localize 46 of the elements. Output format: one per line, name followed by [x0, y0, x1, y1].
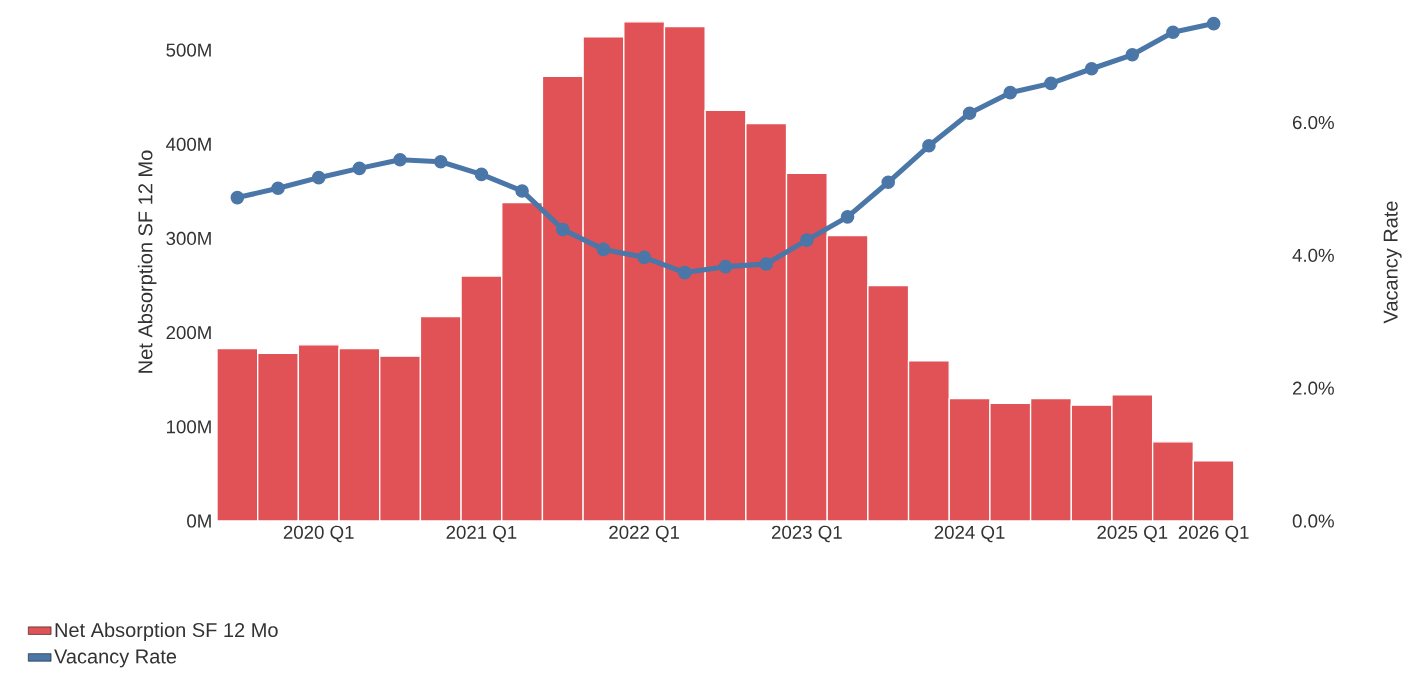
y-tick-label: 0M — [187, 514, 211, 528]
y2-tick-label: 2.0% — [1292, 381, 1334, 395]
point — [230, 190, 245, 205]
point — [271, 181, 285, 196]
y-tick-label: 200M — [166, 326, 211, 340]
y-tick-label: 500M — [166, 43, 211, 57]
y2-tick-label: 0.0% — [1292, 514, 1334, 528]
point — [474, 167, 489, 182]
point — [1084, 61, 1099, 76]
y-tick-label: 100M — [167, 420, 211, 434]
y-tick-label: 300M — [166, 231, 211, 246]
point — [596, 242, 611, 257]
x-tick-label: 2025 Q1 — [1097, 525, 1168, 543]
x-tick-label: 2022 Q1 — [609, 525, 680, 543]
point — [1003, 85, 1018, 100]
point — [759, 257, 773, 271]
point — [881, 175, 896, 190]
legend-label: Vacancy Rate — [54, 649, 177, 668]
point — [1166, 25, 1180, 40]
point — [433, 154, 448, 169]
y-axis-title: Net Absorption SF 12 Mo — [137, 150, 157, 373]
point — [800, 233, 814, 247]
x-tick-label: 2024 Q1 — [934, 525, 1005, 543]
y2-axis-title: Vacancy Rate — [1383, 201, 1402, 324]
x-tick-label: 2020 Q1 — [283, 525, 354, 543]
point — [352, 161, 367, 176]
point — [311, 170, 326, 185]
point — [840, 210, 855, 224]
point — [515, 184, 529, 198]
x-tick-label: 2026 Q1 — [1178, 525, 1249, 543]
point — [393, 152, 407, 167]
point — [718, 259, 733, 274]
point — [555, 222, 570, 237]
x-tick-label: 2023 Q1 — [772, 525, 842, 543]
point — [1206, 16, 1221, 31]
point — [962, 106, 977, 121]
y2-tick-label: 6.0% — [1292, 115, 1334, 130]
point — [922, 138, 936, 153]
y-tick-label: 400M — [166, 137, 211, 151]
x-tick-label: 2021 Q1 — [446, 525, 517, 543]
point — [1044, 76, 1058, 91]
y2-tick-label: 4.0% — [1292, 248, 1334, 262]
point — [678, 265, 692, 280]
legend-label: Net Absorption SF 12 Mo — [55, 622, 278, 642]
point — [1125, 47, 1140, 62]
point — [637, 250, 651, 265]
